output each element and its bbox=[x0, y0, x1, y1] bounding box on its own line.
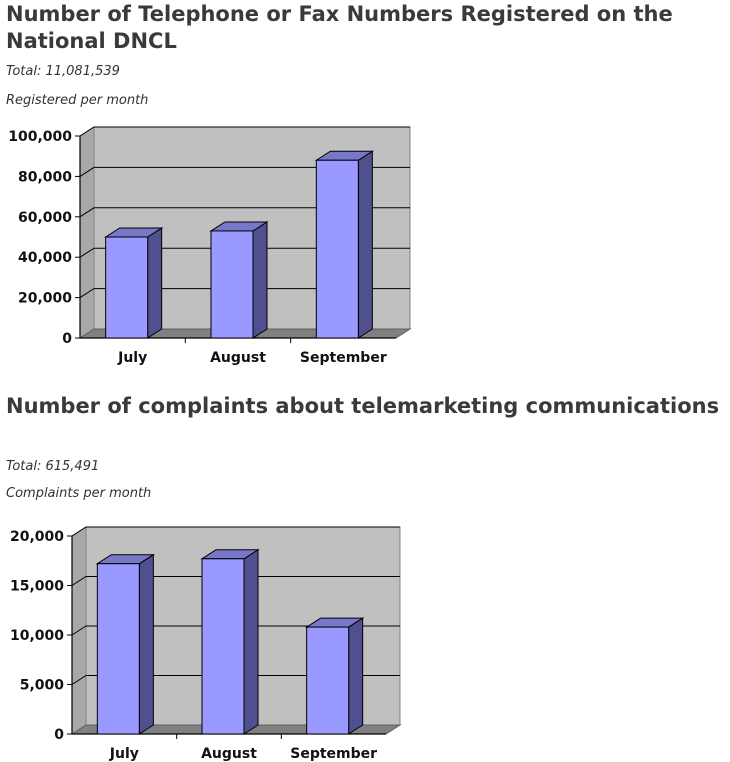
bar bbox=[315, 159, 359, 339]
bar-side bbox=[348, 617, 364, 735]
bar-side bbox=[138, 553, 154, 735]
gridline bbox=[71, 576, 400, 586]
gridline bbox=[79, 207, 410, 218]
total-label: Total bbox=[6, 459, 37, 474]
x-tick-label: July bbox=[109, 746, 139, 762]
y-tick-label: 20,000 bbox=[10, 529, 64, 545]
bar bbox=[306, 626, 350, 735]
x-tick-label: August bbox=[201, 746, 257, 762]
total-value: : 615,491 bbox=[36, 459, 100, 474]
y-tick-label: 0 bbox=[62, 331, 72, 347]
gridline bbox=[71, 675, 400, 685]
chart-title: Number of Telephone or Fax Numbers Regis… bbox=[6, 2, 673, 53]
x-tick-label: July bbox=[117, 350, 147, 366]
gridline bbox=[79, 288, 410, 299]
chart-section-complaints: Number of complaints about telemarketing… bbox=[6, 393, 726, 501]
gridline bbox=[79, 126, 410, 137]
registrations-bar-chart: 0 20,000 40,000 60,000 80,000 100,000 July Augu… bbox=[8, 126, 412, 366]
y-tick-label: 60,000 bbox=[18, 210, 72, 226]
y-tick-label: 100,000 bbox=[8, 129, 72, 145]
y-tick-label: 0 bbox=[54, 727, 64, 743]
total-label: Total: bbox=[6, 64, 42, 79]
x-tick-label: September bbox=[300, 350, 387, 366]
chart-title: Number of complaints about telemarketing… bbox=[6, 394, 720, 418]
total-value: 11,081,539 bbox=[45, 64, 120, 79]
total-line: Total: 615,491 bbox=[6, 459, 99, 474]
bar bbox=[105, 236, 149, 339]
total-line: Total: 11,081,539 bbox=[6, 64, 120, 79]
bar-side bbox=[243, 548, 259, 735]
gridline bbox=[79, 166, 410, 177]
chart-section-registrations: Number of Telephone or Fax Numbers Regis… bbox=[6, 0, 726, 108]
y-tick-label: 40,000 bbox=[18, 250, 72, 266]
chart-subtitle: Complaints per month bbox=[6, 486, 152, 501]
bar bbox=[210, 230, 254, 339]
chart-subtitle: Registered per month bbox=[6, 93, 149, 108]
y-tick-label: 80,000 bbox=[18, 169, 72, 185]
gridline bbox=[79, 247, 410, 258]
x-tick-label: August bbox=[210, 350, 266, 366]
y-tick-label: 10,000 bbox=[10, 628, 64, 644]
gridline bbox=[71, 625, 400, 636]
y-tick-label: 5,000 bbox=[20, 678, 65, 694]
bar bbox=[96, 563, 140, 735]
y-tick-label: 20,000 bbox=[18, 291, 72, 307]
gridline bbox=[71, 526, 400, 537]
bar bbox=[201, 558, 245, 735]
y-tick-label: 15,000 bbox=[10, 579, 64, 595]
x-tick-label: September bbox=[290, 746, 377, 762]
